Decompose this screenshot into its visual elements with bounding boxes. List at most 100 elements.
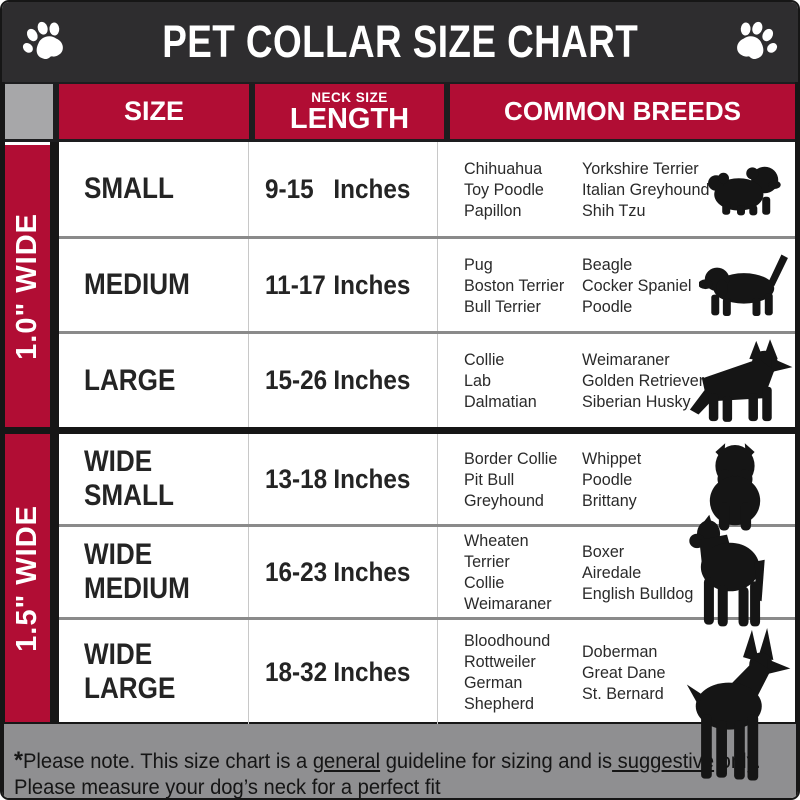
breed-name: Whippet <box>582 448 642 468</box>
neck-unit: Inches <box>333 463 411 494</box>
table-header-row: SIZE NECK SIZE LENGTH COMMON BREEDS <box>5 82 795 142</box>
size-label: LARGE <box>84 363 176 397</box>
column-header-breeds: COMMON BREEDS <box>450 84 795 139</box>
length-cell: 16-23 Inches <box>249 527 438 617</box>
size-cell: WIDE LARGE <box>59 620 249 724</box>
breed-name: Wheaten Terrier <box>464 531 529 571</box>
neck-range: 16-23 <box>265 556 328 587</box>
breeds-cell: Wheaten Terrier Collie Weimaraner Boxer … <box>438 514 795 627</box>
breed-list-2: Boxer Airedale English Bulldog <box>582 541 734 604</box>
breed-list-1: Pug Boston Terrier Bull Terrier <box>464 254 576 317</box>
size-label: WIDE SMALL <box>84 445 174 512</box>
breed-name: Great Dane <box>582 662 666 682</box>
size-cell: SMALL <box>59 142 249 236</box>
table-row-wide-large: WIDE LARGE 18-32 Inches Bloodhound Rottw… <box>59 620 795 781</box>
asterisk: * <box>14 747 23 774</box>
breed-list-1: Bloodhound Rottweiler German Shepherd <box>464 630 576 714</box>
underlined-general: general <box>312 750 381 773</box>
breed-name: Bloodhound <box>464 631 551 650</box>
table-row-wide-medium: WIDE MEDIUM 16-23 Inches Wheaten Terrier… <box>59 514 795 627</box>
breed-name: English Bulldog <box>582 583 694 603</box>
paw-icon-left <box>22 21 63 59</box>
size-label: SMALL <box>84 172 174 205</box>
breed-list-2: Yorkshire Terrier Italian Greyhound Shih… <box>582 158 734 221</box>
column-header-size: SIZE <box>59 84 249 139</box>
table-row-wide-small: WIDE SMALL 13-18 Inches Border Collie Pi… <box>59 434 795 531</box>
paw-icon-right <box>737 21 778 59</box>
breed-name: Bull Terrier <box>464 296 541 316</box>
neck-unit: Inches <box>333 365 411 395</box>
breed-name: Beagle <box>582 254 633 274</box>
german-shepherd-icon <box>689 339 793 422</box>
table-row-large: LARGE 15-26 Inches Collie Lab Dalmatian <box>59 334 795 427</box>
width-section-1-strip: 1.0" WIDE <box>5 145 50 427</box>
breed-name: Dalmatian <box>464 392 537 411</box>
table-body: SMALL 9-15 Inches Chihuahua Toy Poodle P… <box>59 142 795 781</box>
size-label: MEDIUM <box>84 268 190 301</box>
length-cell: 9-15 Inches <box>249 142 438 236</box>
pit-bull-icon <box>689 514 765 627</box>
footnote-line-2: Please measure your dog’s neck for a per… <box>14 776 441 799</box>
size-label: WIDE LARGE <box>84 638 176 705</box>
size-cell: MEDIUM <box>59 239 249 331</box>
shih-tzu-icon <box>708 166 781 216</box>
note-middle: guideline for sizing and is <box>380 750 613 773</box>
breed-name: Shih Tzu <box>582 200 646 220</box>
underlined-suggestive: suggestive <box>612 750 715 773</box>
table-row-small: SMALL 9-15 Inches Chihuahua Toy Poodle P… <box>59 142 795 239</box>
breed-list-2: Beagle Cocker Spaniel Poodle <box>582 254 734 317</box>
breed-name: Italian Greyhound <box>582 179 710 199</box>
footnote-line-1: *Please note. This size chart is a gener… <box>14 747 761 775</box>
breed-name: Yorkshire Terrier <box>582 158 699 178</box>
size-header-label: SIZE <box>123 96 184 126</box>
length-cell: 13-18 Inches <box>249 434 438 524</box>
neck-unit: Inches <box>333 173 411 204</box>
size-cell: WIDE SMALL <box>59 434 249 524</box>
neck-unit: Inches <box>333 556 411 587</box>
breed-list-1: Collie Lab Dalmatian <box>464 349 576 412</box>
breeds-cell: Chihuahua Toy Poodle Papillon Yorkshire … <box>438 142 795 236</box>
breed-name: Boston Terrier <box>464 275 565 295</box>
neck-range: 11-17 <box>265 269 326 300</box>
breed-name: Pug <box>464 254 493 274</box>
breeds-cell: Collie Lab Dalmatian Weimaraner Golden R… <box>438 334 795 427</box>
size-table: SIZE NECK SIZE LENGTH COMMON BREEDS 1.0"… <box>2 82 798 781</box>
breed-name: Weimaraner <box>582 350 670 369</box>
breed-name: Rottweiler <box>464 652 536 671</box>
breed-name: Collie <box>464 573 505 592</box>
size-cell: WIDE MEDIUM <box>59 527 249 617</box>
column-header-length: NECK SIZE LENGTH <box>255 84 444 139</box>
breed-name: St. Bernard <box>582 683 664 703</box>
corner-cell <box>5 84 53 139</box>
neck-unit: Inches <box>333 656 411 687</box>
breed-list-2: Weimaraner Golden Retriever Siberian Hus… <box>582 349 734 412</box>
breed-name: Poodle <box>582 296 633 316</box>
table-row-medium: MEDIUM 11-17 Inches Pug Boston Terrier B… <box>59 239 795 334</box>
breed-name: Papillon <box>464 200 522 220</box>
breed-name: Siberian Husky <box>582 392 691 411</box>
breed-list-2: Doberman Great Dane St. Bernard <box>582 641 734 704</box>
breed-name: Toy Poodle <box>464 179 544 199</box>
doberman-icon <box>686 628 791 781</box>
breed-name: Airedale <box>582 562 642 582</box>
breed-name: Weimaraner <box>464 594 552 613</box>
breed-list-1: Border Collie Pit Bull Greyhound <box>464 448 576 511</box>
length-cell: 18-32 Inches <box>249 620 438 724</box>
width-label-1.5: 1.5" WIDE <box>11 504 43 652</box>
note-prefix: Please note. This size chart is a <box>22 750 313 773</box>
neck-range: 15-26 <box>265 365 328 395</box>
neck-unit: Inches <box>333 269 411 300</box>
breed-list-1: Wheaten Terrier Collie Weimaraner <box>464 530 576 614</box>
breed-list-2: Whippet Poodle Brittany <box>582 448 734 511</box>
breed-name: Lab <box>464 371 491 390</box>
breed-name: Border Collie <box>464 448 558 468</box>
breed-name: Poodle <box>582 469 633 489</box>
breeds-cell: Border Collie Pit Bull Greyhound Whippet… <box>438 434 795 531</box>
length-cell: 15-26 Inches <box>249 334 438 427</box>
breed-name: Doberman <box>582 641 658 661</box>
breeds-cell: Bloodhound Rottweiler German Shepherd Do… <box>438 620 795 781</box>
breed-name: Cocker Spaniel <box>582 275 692 295</box>
title-bar: PET COLLAR SIZE CHART <box>2 2 798 82</box>
breed-name: German Shepherd <box>464 673 535 713</box>
